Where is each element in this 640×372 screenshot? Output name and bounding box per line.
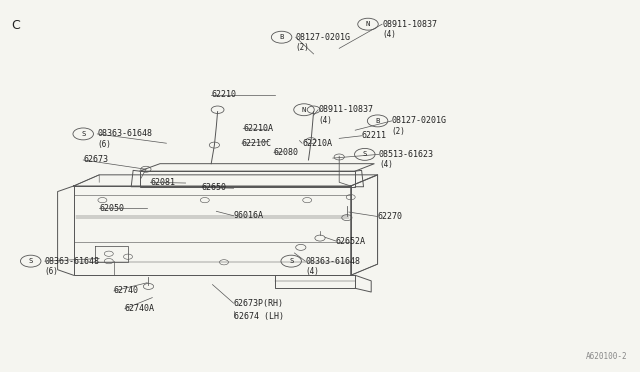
Text: 62210: 62210 (211, 90, 236, 99)
Text: B: B (376, 118, 380, 124)
Text: (2): (2) (392, 127, 406, 136)
Text: 62740A: 62740A (125, 304, 155, 313)
Text: 62211: 62211 (362, 131, 387, 140)
Text: 62081: 62081 (150, 178, 175, 187)
Text: (4): (4) (382, 30, 396, 39)
Text: 62080: 62080 (274, 148, 299, 157)
Text: 08911-10837: 08911-10837 (382, 20, 437, 29)
Text: (6): (6) (45, 267, 59, 276)
Text: N: N (302, 107, 306, 113)
Text: 62210A: 62210A (243, 124, 273, 133)
Text: 62740: 62740 (114, 286, 139, 295)
Text: 62270: 62270 (378, 212, 403, 221)
Text: B: B (280, 34, 284, 40)
Text: C: C (12, 19, 20, 32)
Text: 08911-10837: 08911-10837 (318, 105, 373, 114)
Text: 08513-61623: 08513-61623 (379, 150, 434, 159)
Text: (6): (6) (97, 140, 111, 149)
Text: 08363-61648: 08363-61648 (97, 129, 152, 138)
Text: S: S (363, 151, 367, 157)
Text: 08127-0201G: 08127-0201G (392, 116, 447, 125)
Text: 08363-61648: 08363-61648 (45, 257, 100, 266)
Text: 62650: 62650 (202, 183, 227, 192)
Text: 62673: 62673 (83, 155, 108, 164)
Text: S: S (81, 131, 85, 137)
Text: A620100-2: A620100-2 (586, 352, 627, 361)
Text: 08363-61648: 08363-61648 (305, 257, 360, 266)
Text: 62673P(RH): 62673P(RH) (234, 299, 284, 308)
Text: (4): (4) (305, 267, 319, 276)
Text: S: S (289, 258, 293, 264)
Text: 62210A: 62210A (302, 139, 332, 148)
Text: 08127-0201G: 08127-0201G (296, 33, 351, 42)
Text: (4): (4) (379, 160, 393, 169)
Text: 62652A: 62652A (336, 237, 366, 246)
Text: 62050: 62050 (99, 204, 124, 213)
Text: N: N (366, 21, 370, 27)
Text: (4): (4) (318, 116, 332, 125)
Text: S: S (29, 258, 33, 264)
Text: 62210C: 62210C (242, 139, 272, 148)
Text: (2): (2) (296, 43, 310, 52)
Text: 96016A: 96016A (234, 211, 264, 220)
Text: 62674 (LH): 62674 (LH) (234, 312, 284, 321)
